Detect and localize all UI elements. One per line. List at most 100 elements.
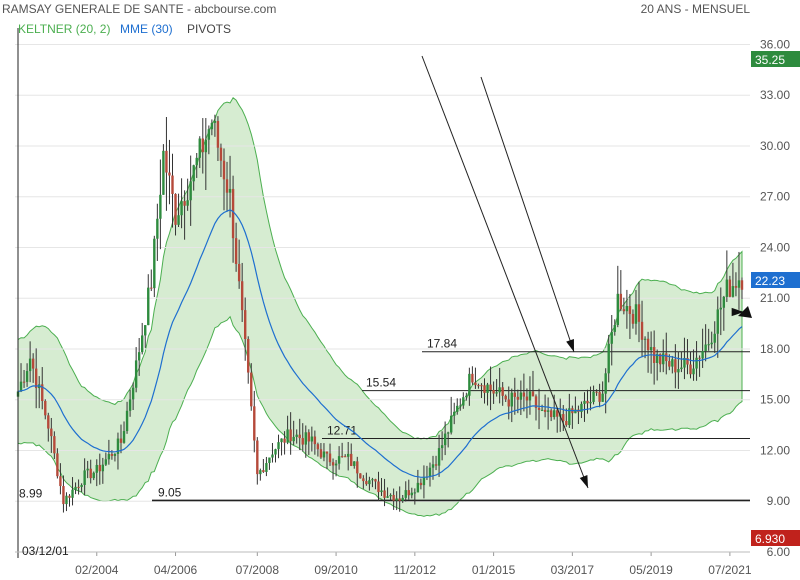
candle-body	[31, 358, 35, 369]
candle-body	[453, 411, 456, 416]
candle-body	[56, 453, 59, 477]
candle-body	[380, 490, 383, 493]
legend-keltner[interactable]: KELTNER (20, 2)	[18, 22, 110, 36]
candle-body	[574, 409, 577, 414]
pivot-label: 8.99	[19, 486, 43, 500]
candle-body	[474, 382, 477, 386]
candle-body	[562, 414, 565, 422]
candle-body	[171, 175, 174, 194]
candle-body	[271, 454, 274, 458]
legend-ema[interactable]: MME (30)	[120, 22, 173, 36]
candle-body	[622, 309, 626, 312]
candle-body	[556, 410, 559, 417]
y-tick-label: 15.00	[760, 393, 790, 407]
candle-body	[237, 263, 241, 282]
candle-body	[110, 454, 114, 456]
candle-body	[286, 429, 289, 443]
trend-arrowhead	[579, 475, 588, 488]
candle-body	[174, 193, 177, 225]
candle-body	[156, 218, 159, 239]
candle-body	[674, 359, 677, 373]
candle-body	[634, 304, 638, 324]
legend-pivots[interactable]: PIVOTS	[187, 22, 231, 36]
candle-body	[131, 387, 135, 400]
candle-body	[186, 200, 189, 206]
candle-body	[662, 353, 665, 365]
candle-body	[201, 138, 204, 153]
candle-body	[683, 357, 686, 368]
candle-body	[589, 401, 592, 404]
candle-body	[613, 324, 616, 332]
candle-body	[649, 347, 653, 351]
candle-body	[713, 333, 716, 343]
candle-body	[737, 280, 741, 288]
candle-body	[686, 357, 689, 365]
candle-body	[168, 172, 171, 176]
candle-body	[625, 306, 629, 312]
candle-body	[28, 358, 32, 372]
x-tick-label: 03/2017	[551, 563, 595, 577]
candle-body	[377, 481, 380, 493]
x-tick-label: 01/2015	[472, 563, 516, 577]
candle-body	[86, 468, 89, 471]
candle-body	[19, 381, 23, 392]
candle-body	[537, 407, 541, 410]
candle-body	[374, 479, 377, 482]
start-date-label: 03/12/01	[22, 544, 69, 558]
candle-body	[365, 481, 368, 485]
candle-body	[53, 436, 56, 454]
candle-body	[334, 463, 338, 466]
candle-body	[59, 476, 62, 487]
candle-body	[119, 438, 123, 443]
candle-body	[643, 338, 647, 340]
candle-body	[665, 353, 668, 362]
candle-body	[710, 342, 713, 345]
trend-arrow-line	[421, 55, 589, 489]
candle-body	[404, 490, 407, 498]
x-tick-label: 05/2019	[629, 563, 673, 577]
candle-body	[522, 392, 526, 397]
candle-body	[92, 472, 95, 479]
candle-body	[449, 415, 453, 433]
x-tick-label: 07/2008	[236, 563, 280, 577]
y-tick-label: 33.00	[760, 88, 790, 102]
candle-body	[25, 371, 29, 382]
candle-body	[183, 201, 186, 206]
candle-body	[689, 364, 692, 375]
candle-body	[98, 464, 101, 472]
candle-body	[301, 438, 304, 445]
candle-body	[222, 160, 226, 180]
candle-body	[598, 392, 601, 402]
candle-body	[243, 310, 247, 339]
candle-body	[83, 470, 86, 485]
ema-line	[17, 209, 743, 478]
candle-body	[289, 429, 292, 442]
candle-body	[147, 287, 150, 326]
candle-body	[292, 436, 295, 442]
candle-body	[692, 368, 695, 375]
candle-body	[422, 477, 426, 486]
candle-body	[283, 438, 286, 443]
candle-body	[137, 352, 141, 361]
candle-body	[722, 296, 726, 308]
candle-body	[468, 373, 471, 396]
candle-body	[637, 304, 641, 322]
candle-body	[204, 139, 208, 153]
candle-body	[471, 373, 474, 383]
y-tick-label: 21.00	[760, 291, 790, 305]
candle-body	[543, 409, 547, 412]
candle-body	[456, 405, 459, 412]
candle-body	[359, 473, 362, 479]
candle-body	[546, 410, 550, 412]
candle-body	[507, 399, 510, 407]
candle-body	[71, 489, 74, 498]
candle-body	[668, 361, 671, 367]
candle-body	[353, 461, 356, 466]
candle-body	[192, 165, 195, 182]
candle-body	[516, 396, 520, 400]
candle-body	[210, 122, 214, 130]
ema-path	[17, 209, 743, 478]
period-label: 20 ANS - MENSUEL	[641, 2, 751, 16]
candle-body	[413, 492, 417, 494]
